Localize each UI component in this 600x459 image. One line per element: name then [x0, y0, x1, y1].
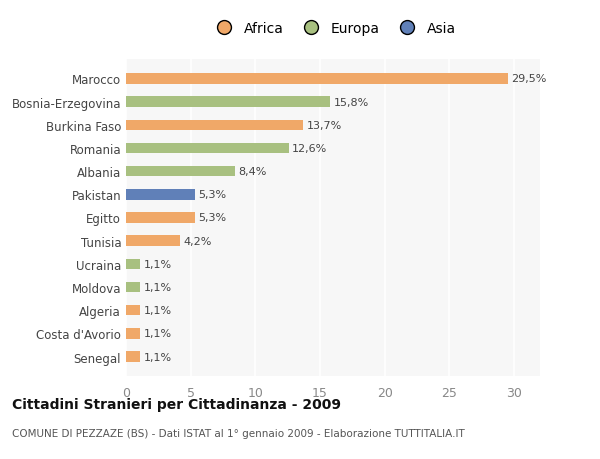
Bar	[126, 329, 140, 339]
Bar	[126, 282, 140, 292]
Legend: Africa, Europa, Asia: Africa, Europa, Asia	[205, 16, 461, 41]
Bar	[126, 120, 303, 131]
Text: 5,3%: 5,3%	[198, 213, 226, 223]
Text: 4,2%: 4,2%	[184, 236, 212, 246]
Bar	[126, 74, 508, 84]
Text: 12,6%: 12,6%	[292, 144, 328, 154]
Text: 8,4%: 8,4%	[238, 167, 266, 177]
Text: 15,8%: 15,8%	[334, 97, 369, 107]
Text: Cittadini Stranieri per Cittadinanza - 2009: Cittadini Stranieri per Cittadinanza - 2…	[12, 397, 341, 412]
Bar	[126, 352, 140, 362]
Text: 13,7%: 13,7%	[307, 121, 342, 130]
Text: 29,5%: 29,5%	[511, 74, 546, 84]
Bar	[126, 259, 140, 269]
Bar	[126, 213, 194, 223]
Text: 1,1%: 1,1%	[143, 259, 172, 269]
Text: 1,1%: 1,1%	[143, 329, 172, 339]
Text: 1,1%: 1,1%	[143, 306, 172, 315]
Text: COMUNE DI PEZZAZE (BS) - Dati ISTAT al 1° gennaio 2009 - Elaborazione TUTTITALIA: COMUNE DI PEZZAZE (BS) - Dati ISTAT al 1…	[12, 428, 465, 438]
Bar	[126, 167, 235, 177]
Text: 5,3%: 5,3%	[198, 190, 226, 200]
Text: 1,1%: 1,1%	[143, 282, 172, 292]
Bar	[126, 97, 331, 107]
Bar	[126, 144, 289, 154]
Bar	[126, 305, 140, 316]
Bar	[126, 190, 194, 200]
Text: 1,1%: 1,1%	[143, 352, 172, 362]
Bar	[126, 236, 181, 246]
